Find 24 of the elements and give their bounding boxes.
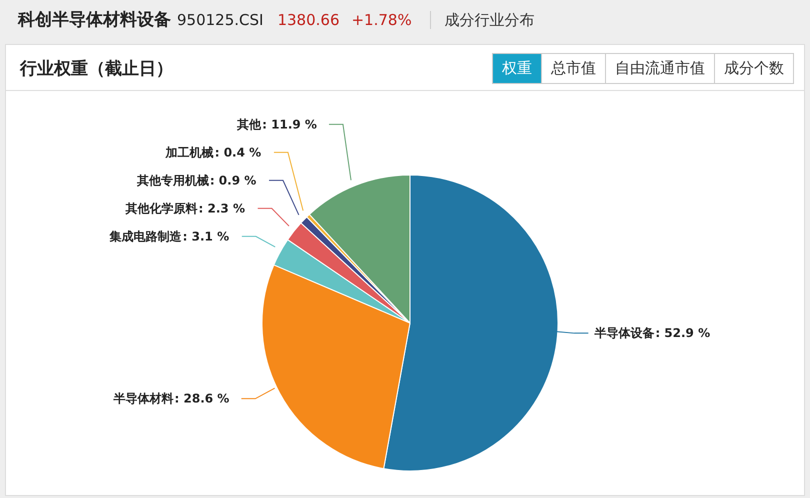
text: 1380.66 [277,11,340,29]
slice-label: 半导体设备 [593,326,654,340]
text: 总市值 [541,54,605,83]
data-label: : 3.1 % [182,229,230,244]
data-label: : 28.6 % [174,392,230,406]
text: 成分行业分布 [430,11,535,29]
slice-label: 半导体材料 [112,392,174,406]
slice-label: 其他化学原料 [124,201,198,216]
data-label: : 11.9 % [262,117,317,132]
chart-title: 科创半导体材料设备 [18,10,171,30]
text: 权重 [493,54,541,83]
text: 成分个数 [714,54,793,83]
slice-label: 集成电路制造 [108,229,183,244]
slice-label: 加工机械 [164,145,214,160]
data-label: : 52.9 % [655,326,710,340]
text: 950125.CSI [177,11,264,29]
data-label: : 0.9 % [210,173,256,188]
chart-subtitle: 行业权重（截止日） [20,58,173,80]
data-label: : 2.3 % [198,201,245,216]
text: 自由流通市值 [605,54,714,83]
data-label: : 0.4 % [214,145,262,160]
slice-label: 其他专用机械 [136,173,209,188]
text: +1.78% [351,11,412,29]
slice-label: 其他 [236,117,262,132]
